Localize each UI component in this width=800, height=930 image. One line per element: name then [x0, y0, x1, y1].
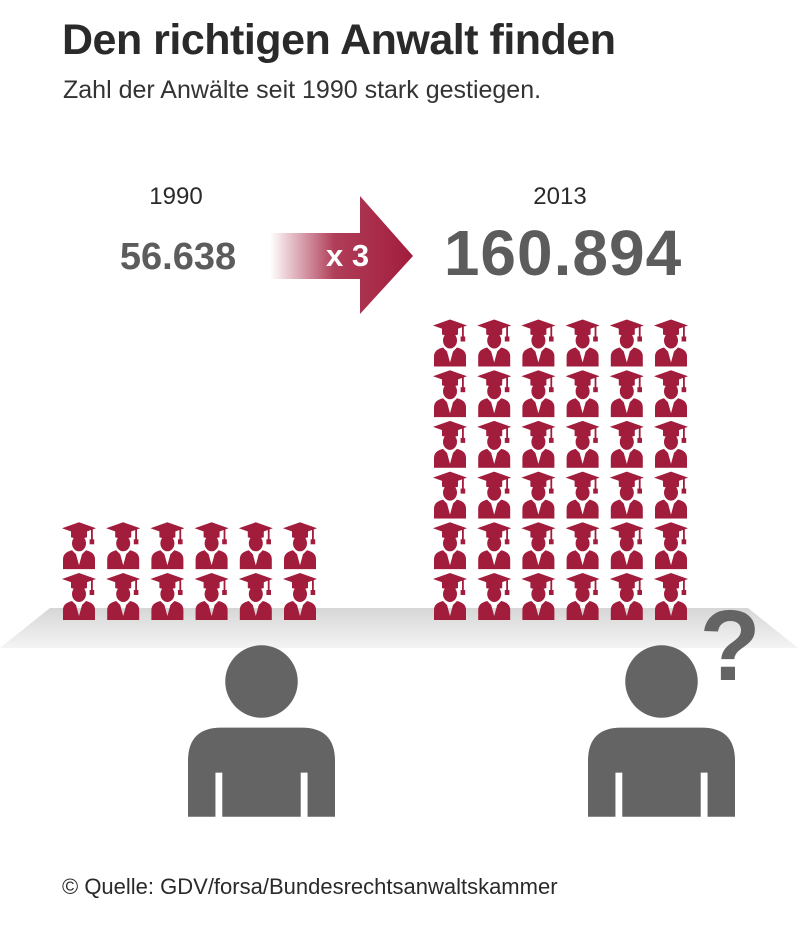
graduate-icon — [238, 522, 273, 570]
graduate-group-1990 — [62, 522, 317, 620]
graduate-icon — [609, 420, 644, 468]
graduate-icon — [609, 522, 644, 570]
graduate-icon — [521, 420, 556, 468]
source-note: © Quelle: GDV/forsa/Bundesrechtsanwaltsk… — [62, 874, 558, 899]
graduate-icon — [609, 471, 644, 519]
graduate-icon — [565, 319, 600, 367]
graduate-icon — [654, 420, 688, 468]
graduate-icon — [433, 522, 467, 570]
graduate-icon — [433, 471, 467, 519]
graduate-icon — [565, 522, 600, 570]
graduate-icon — [654, 370, 688, 418]
year-label-1990: 1990 — [149, 183, 203, 210]
question-mark-icon: ? — [699, 590, 760, 702]
growth-arrow-icon — [270, 196, 413, 314]
graduate-icon — [565, 370, 600, 418]
graduate-icon — [609, 370, 644, 418]
graduate-icon — [433, 370, 467, 418]
graduate-icon — [477, 370, 512, 418]
year-label-2013: 2013 — [533, 183, 587, 210]
graduate-icon — [433, 319, 467, 367]
graduate-icon — [654, 471, 688, 519]
graduate-icon — [283, 522, 317, 570]
value-label-2013: 160.894 — [443, 217, 683, 289]
graduate-icon — [521, 370, 556, 418]
page-subtitle: Zahl der Anwälte seit 1990 stark gestieg… — [63, 76, 542, 104]
graduate-icon — [194, 522, 229, 570]
value-label-1990: 56.638 — [119, 236, 237, 278]
graduate-icon — [521, 522, 556, 570]
graduate-icon — [150, 522, 185, 570]
graduate-icon — [477, 471, 512, 519]
graduate-icon — [521, 319, 556, 367]
graduate-icon — [654, 319, 688, 367]
person-icon — [188, 645, 335, 817]
graduate-icon — [477, 420, 512, 468]
multiplier-label: x 3 — [326, 238, 370, 273]
graduate-icon — [433, 420, 467, 468]
graduate-group-2013 — [433, 319, 688, 620]
graduate-icon — [106, 522, 141, 570]
graduate-icon — [521, 471, 556, 519]
graduate-icon — [565, 471, 600, 519]
graduate-icon — [477, 319, 512, 367]
graduate-icon — [654, 522, 688, 570]
graduate-icon — [477, 522, 512, 570]
graduate-icon — [565, 420, 600, 468]
graduate-icon — [62, 522, 96, 570]
graduate-icon — [609, 319, 644, 367]
page-title: Den richtigen Anwalt finden — [62, 16, 616, 64]
